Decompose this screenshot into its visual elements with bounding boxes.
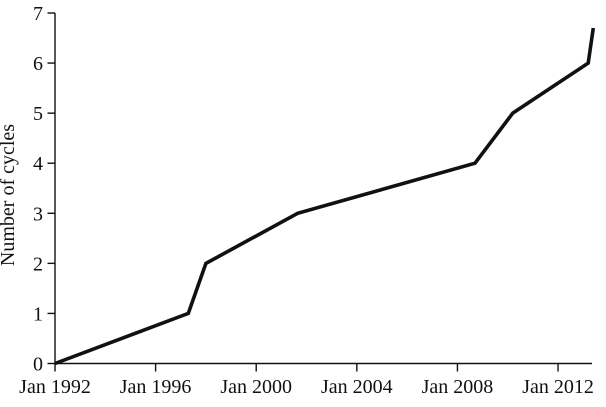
y-axis-title: Number of cycles bbox=[0, 124, 19, 266]
y-tick-label: 7 bbox=[33, 3, 43, 25]
data-line bbox=[54, 27, 596, 366]
x-tick-label: Jan 1996 bbox=[120, 376, 192, 398]
y-tick-label: 1 bbox=[33, 303, 43, 325]
y-tick-label: 0 bbox=[33, 354, 43, 376]
x-tick-label: Jan 2012 bbox=[522, 376, 594, 398]
x-tick-label: Jan 2004 bbox=[321, 376, 393, 398]
x-tick-label: Jan 2000 bbox=[220, 376, 292, 398]
y-tick-label: 6 bbox=[33, 53, 43, 75]
y-tick-label: 5 bbox=[33, 103, 43, 125]
y-tick-label: 2 bbox=[33, 253, 43, 275]
y-tick-label: 4 bbox=[33, 153, 43, 175]
y-tick-label: 3 bbox=[33, 203, 43, 225]
x-tick-label: Jan 2008 bbox=[422, 376, 494, 398]
x-tick-label: Jan 1992 bbox=[19, 376, 91, 398]
